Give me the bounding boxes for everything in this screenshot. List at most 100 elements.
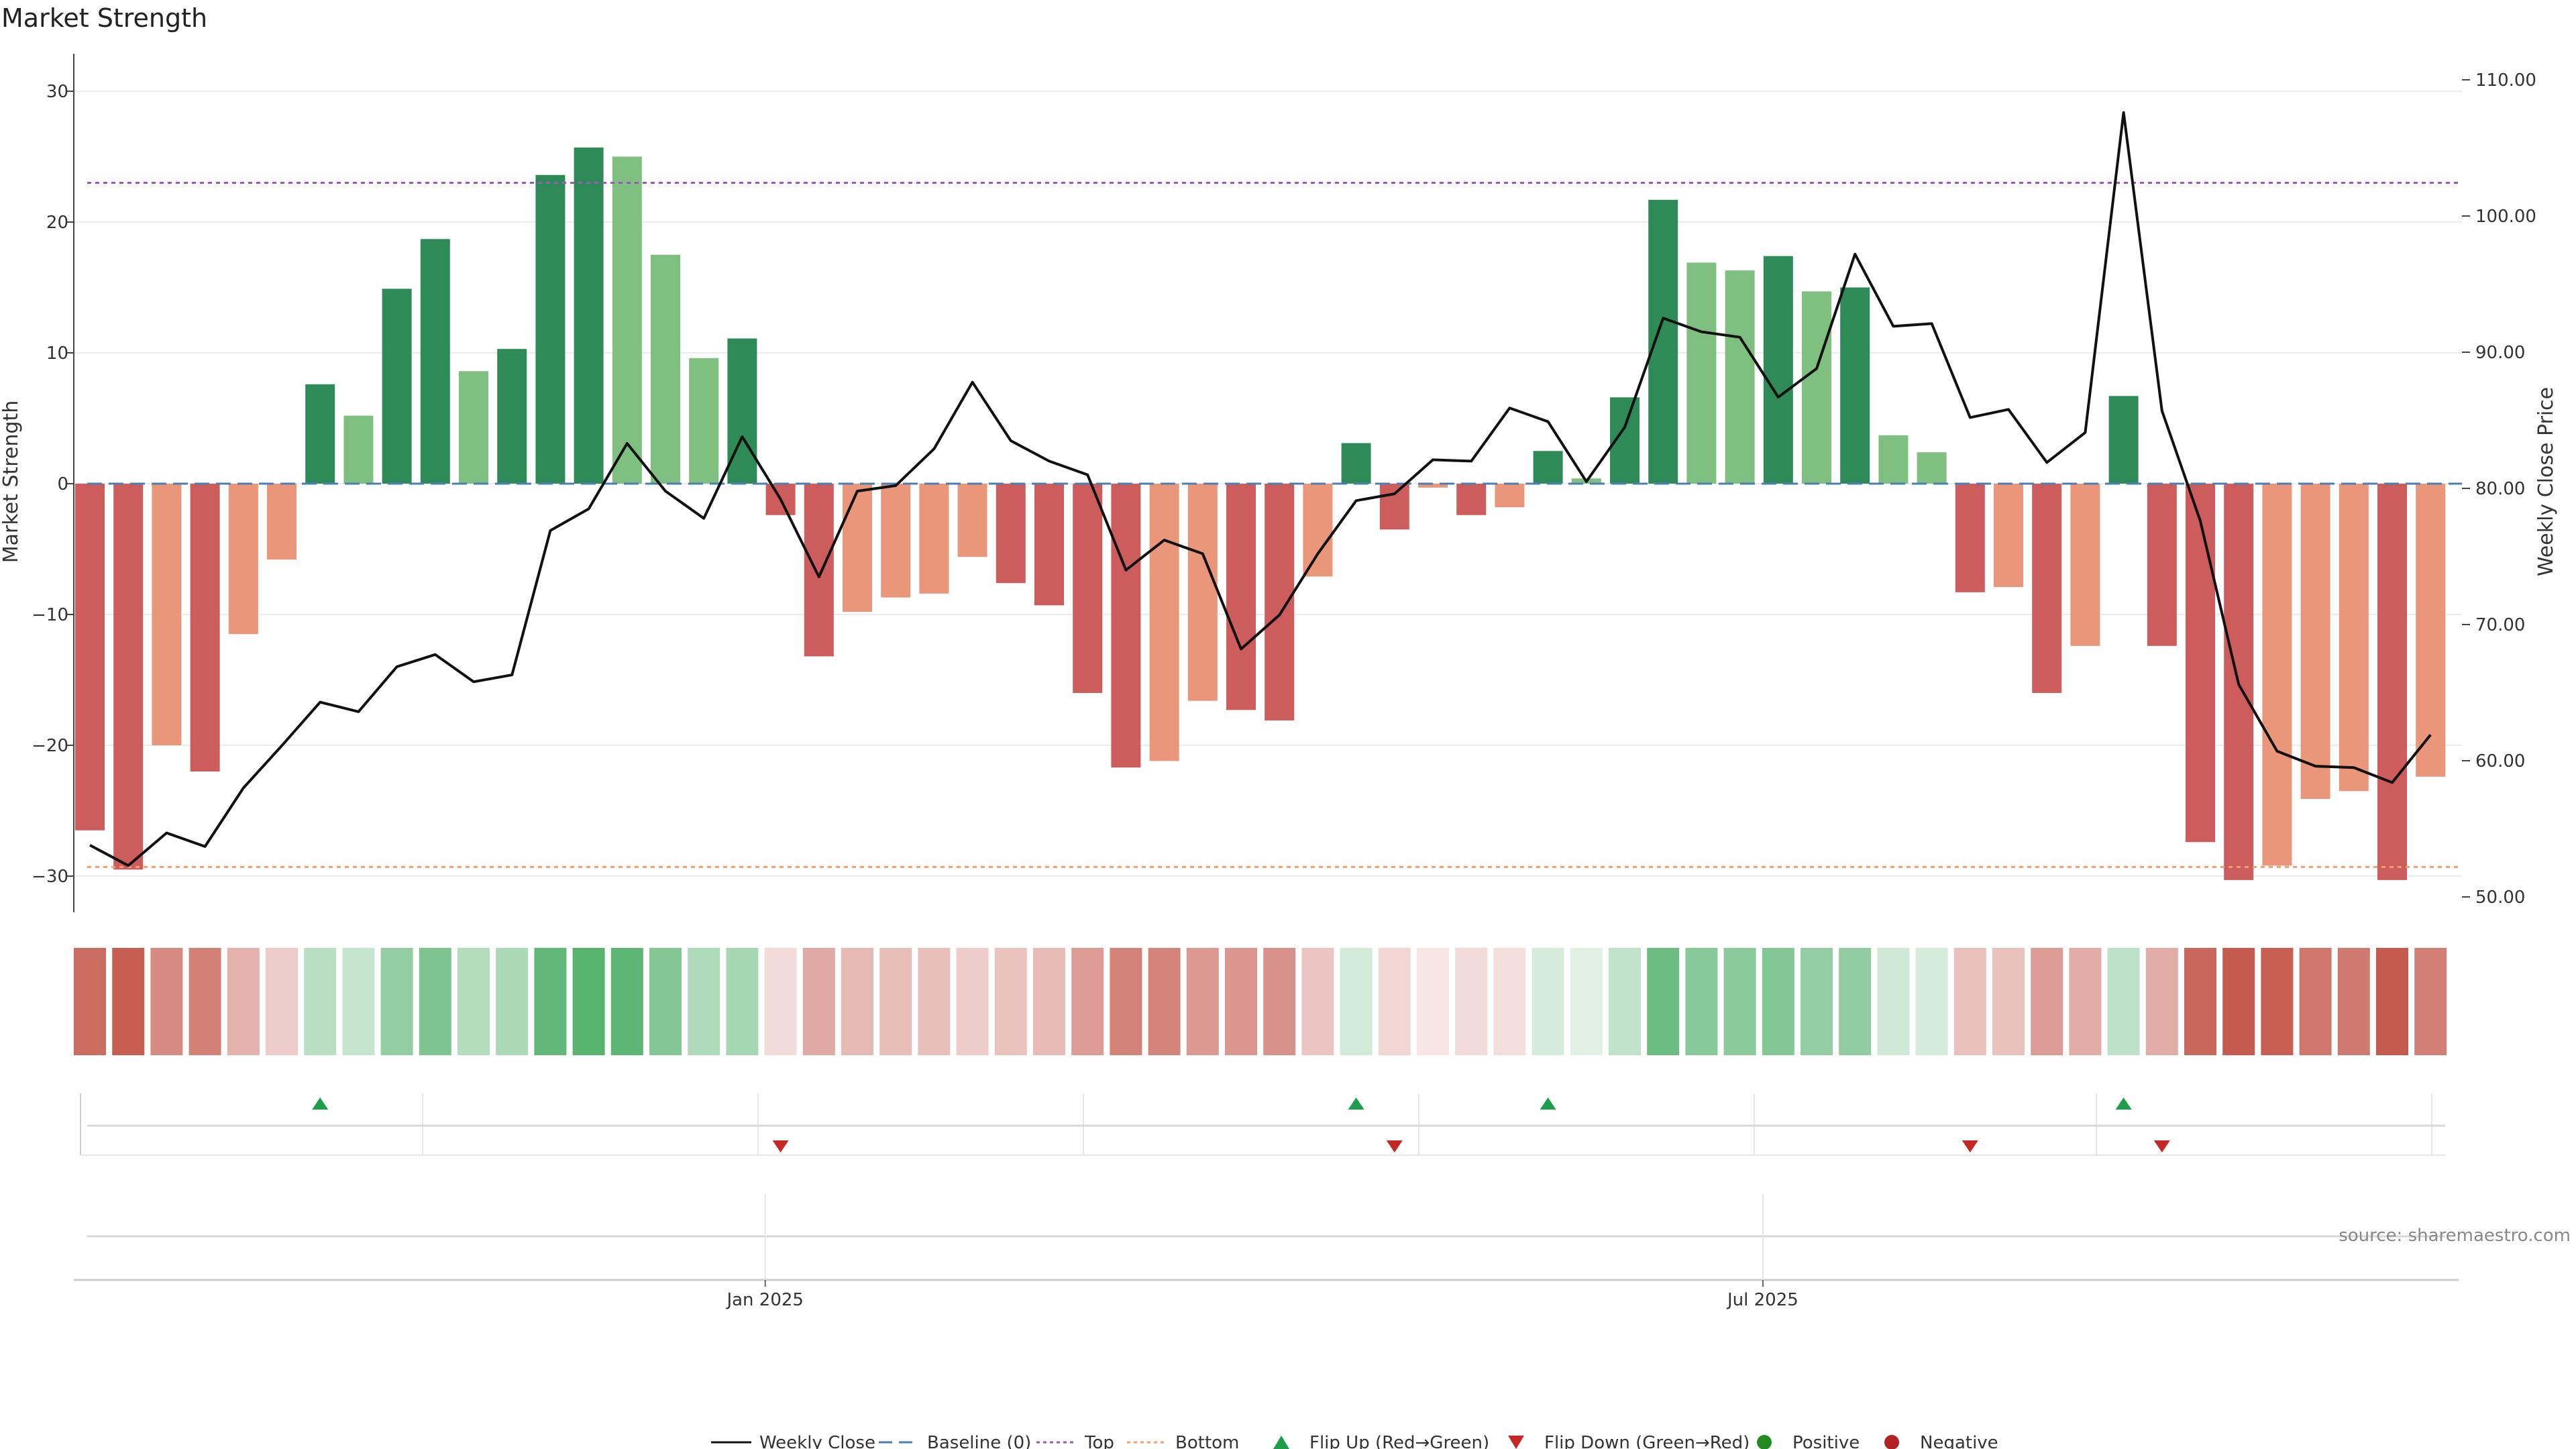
axis-layer: 30 20 10 0 −10 −20 −30 110.00 100.00 90.00 80.00 70…	[32, 54, 2536, 912]
heat-cell	[342, 948, 375, 1055]
y-axis-left-label: Market Strength	[0, 400, 23, 563]
strength-bar	[1303, 484, 1333, 577]
legend-label: Flip Up (Red→Green)	[1309, 1433, 1489, 1449]
heat-cell	[2069, 948, 2102, 1055]
strength-bar	[881, 484, 911, 598]
strength-bar	[919, 484, 949, 594]
legend-positive-swatch	[1757, 1435, 1772, 1449]
y-right-tick-label: 90.00	[2475, 343, 2525, 363]
y-left-tick-label: −30	[32, 867, 68, 887]
heat-cell	[1953, 948, 1986, 1055]
heat-cell	[1301, 948, 1334, 1055]
heat-cell	[879, 948, 912, 1055]
heat-cell	[1493, 948, 1526, 1055]
strength-bar	[1341, 443, 1371, 484]
legend-label: Positive	[1792, 1433, 1860, 1449]
y-left-tick-label: 0	[57, 474, 68, 494]
x-tick-label: Jan 2025	[725, 1290, 804, 1310]
strength-bar	[2186, 484, 2215, 843]
strength-bar	[1226, 484, 1256, 710]
y-left-tick-label: −10	[32, 605, 68, 625]
heat-cell	[112, 948, 145, 1055]
strength-bar	[2108, 396, 2139, 484]
heat-cell	[1532, 948, 1564, 1055]
strength-bar	[1533, 451, 1563, 484]
heat-cell	[2337, 948, 2370, 1055]
heat-cell	[304, 948, 337, 1055]
heat-cell	[1723, 948, 1756, 1055]
legend: Weekly Close Baseline (0) Top Bottom Flip Up…	[711, 1433, 1998, 1449]
strength-bar	[228, 484, 258, 635]
strength-bar	[497, 349, 527, 484]
strength-bar	[382, 288, 412, 484]
strength-bar	[2300, 484, 2330, 799]
heat-cell	[1225, 948, 1257, 1055]
legend-label: Weekly Close	[759, 1433, 875, 1449]
strength-bar	[1917, 452, 1947, 484]
heat-cell	[1839, 948, 1872, 1055]
strength-bar	[2070, 484, 2100, 646]
heat-cell	[150, 948, 183, 1055]
strength-bar	[1495, 484, 1525, 508]
chart-title: Market Strength	[1, 3, 207, 33]
strength-bar	[1878, 435, 1909, 484]
heat-cell	[74, 948, 106, 1055]
legend-label: Bottom	[1175, 1433, 1239, 1449]
y-right-tick-label: 110.00	[2475, 70, 2536, 91]
weekly-close-line	[89, 111, 2432, 867]
heat-cell	[1801, 948, 1833, 1055]
y-left-tick-label: 20	[46, 213, 68, 233]
y-right-tick-label: 80.00	[2475, 479, 2525, 499]
strength-bar	[612, 156, 642, 484]
x-tick-label: Jul 2025	[1726, 1290, 1799, 1310]
legend-label: Top	[1084, 1433, 1114, 1449]
flip-down-marker	[772, 1140, 789, 1152]
threshold-layer	[87, 182, 2462, 868]
y-left-tick-label: −20	[32, 736, 68, 756]
heat-cell	[726, 948, 759, 1055]
heat-cell	[1455, 948, 1488, 1055]
flip-panel	[80, 1093, 2445, 1156]
heat-cell	[1186, 948, 1219, 1055]
strength-bar	[75, 484, 105, 830]
heat-cell	[1378, 948, 1411, 1055]
heat-cell	[1263, 948, 1296, 1055]
bottom-panel: Jan 2025 Jul 2025	[74, 1194, 2459, 1310]
strength-bar	[689, 358, 719, 484]
strength-bar	[2377, 484, 2407, 880]
heat-cell	[2145, 948, 2178, 1055]
strength-bar	[1265, 484, 1295, 720]
strength-bar	[1418, 484, 1448, 488]
strength-bar	[1840, 287, 1870, 484]
legend-label: Flip Down (Green→Red)	[1544, 1433, 1750, 1449]
heat-cell	[2107, 948, 2140, 1055]
heat-cell	[1915, 948, 1948, 1055]
strength-bar	[843, 484, 872, 612]
heat-cell	[2031, 948, 2063, 1055]
flip-up-marker	[312, 1097, 329, 1110]
strength-bar	[1686, 262, 1717, 484]
strength-bar	[1763, 256, 1793, 484]
strength-bar	[996, 484, 1026, 584]
strength-bar	[727, 338, 757, 484]
strength-bar	[574, 147, 604, 484]
heat-cell	[1992, 948, 2025, 1055]
heat-cell	[2222, 948, 2255, 1055]
heat-cell	[266, 948, 298, 1055]
strength-bar	[190, 484, 220, 771]
heat-cell	[1033, 948, 1065, 1055]
heat-cell	[2184, 948, 2216, 1055]
strength-bar	[1187, 484, 1218, 701]
strength-bar	[305, 384, 335, 484]
heat-cell	[2414, 948, 2447, 1055]
heat-cell	[534, 948, 567, 1055]
strength-bar	[804, 484, 834, 657]
heat-cell	[189, 948, 221, 1055]
strength-bars	[75, 147, 2446, 880]
legend-negative-swatch	[1884, 1435, 1899, 1449]
heat-cell	[918, 948, 951, 1055]
heat-cell	[227, 948, 260, 1055]
heat-cell	[1340, 948, 1373, 1055]
strength-bar	[1111, 484, 1141, 768]
